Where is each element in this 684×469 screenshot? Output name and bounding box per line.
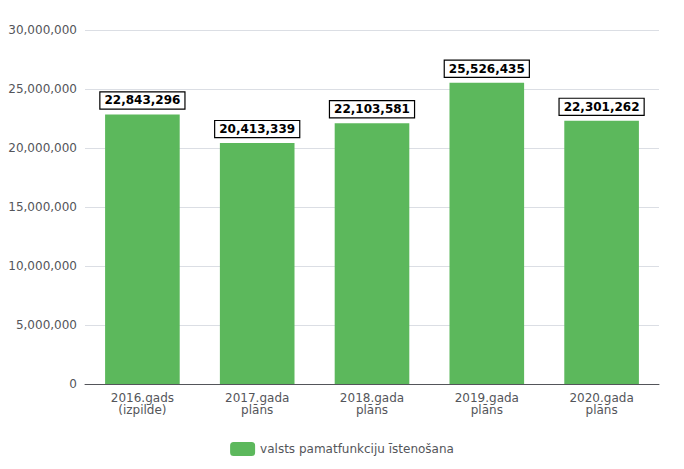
svg-text:plāns: plāns xyxy=(241,403,273,417)
svg-text:plāns: plāns xyxy=(356,403,388,417)
svg-text:2019.gada: 2019.gada xyxy=(454,391,519,405)
svg-text:plāns: plāns xyxy=(471,403,503,417)
svg-text:plāns: plāns xyxy=(586,403,618,417)
svg-text:30,000,000: 30,000,000 xyxy=(8,23,77,37)
svg-text:22,103,581: 22,103,581 xyxy=(334,102,410,116)
svg-text:15,000,000: 15,000,000 xyxy=(8,200,77,214)
svg-text:22,301,262: 22,301,262 xyxy=(564,100,640,114)
svg-text:2017.gada: 2017.gada xyxy=(225,391,290,405)
svg-text:22,843,296: 22,843,296 xyxy=(104,93,180,107)
svg-text:5,000,000: 5,000,000 xyxy=(16,318,77,332)
svg-text:2018.gada: 2018.gada xyxy=(339,391,405,405)
svg-text:valsts pamatfunkciju īstenošan: valsts pamatfunkciju īstenošana xyxy=(260,442,454,456)
svg-text:20,413,339: 20,413,339 xyxy=(219,122,295,136)
svg-text:2020.gada: 2020.gada xyxy=(569,391,634,405)
svg-text:0: 0 xyxy=(69,377,77,391)
svg-text:(izpilde): (izpilde) xyxy=(118,403,166,417)
svg-text:10,000,000: 10,000,000 xyxy=(8,259,77,273)
svg-text:25,526,435: 25,526,435 xyxy=(449,62,525,76)
svg-text:2016.gads: 2016.gads xyxy=(110,391,174,405)
svg-text:20,000,000: 20,000,000 xyxy=(8,141,77,155)
svg-text:25,000,000: 25,000,000 xyxy=(8,82,77,96)
